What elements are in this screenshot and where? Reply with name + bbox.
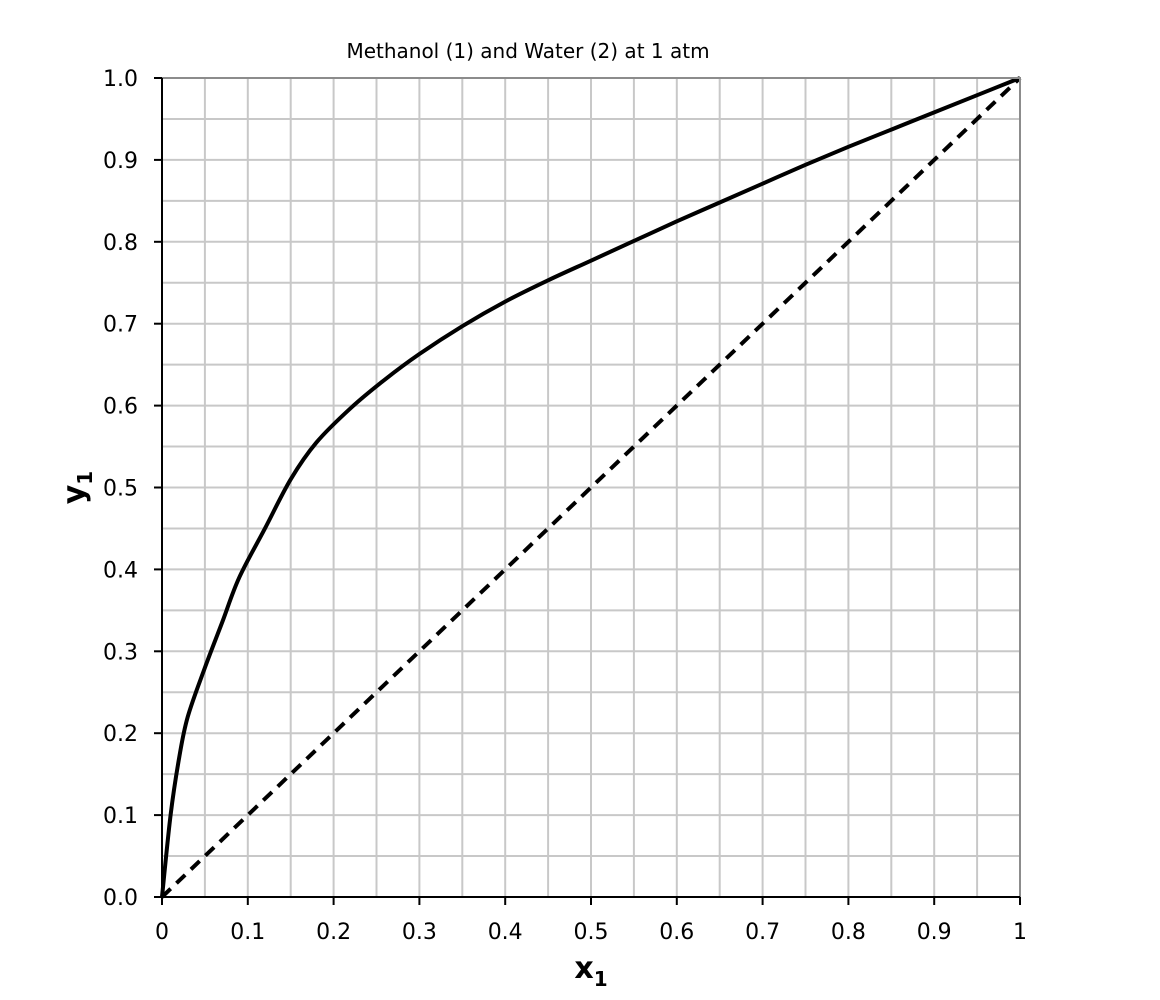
x-tick-label: 0 bbox=[155, 920, 169, 945]
x-tick-label: 1 bbox=[1013, 920, 1027, 945]
y-tick-label: 0.9 bbox=[103, 149, 138, 174]
y-tick-label: 0.8 bbox=[103, 231, 138, 256]
y-tick-label: 0.4 bbox=[103, 558, 138, 583]
x-tick-label: 0.7 bbox=[745, 920, 780, 945]
x-tick-label: 0.3 bbox=[402, 920, 437, 945]
axes: 0 0.1 0.2 0.3 0.4 0.5 0.6 0.7 0.8 0.9 1 0.0 0.1 0.2 0.… bbox=[103, 67, 1027, 945]
y-tick-label: 1.0 bbox=[103, 67, 138, 92]
x-tick-label: 0.5 bbox=[574, 920, 609, 945]
x-tick-label: 0.9 bbox=[917, 920, 952, 945]
labels: x1 y1 bbox=[57, 471, 608, 991]
x-tick-label: 0.1 bbox=[230, 920, 265, 945]
y-axis-label: y1 bbox=[57, 471, 97, 504]
y-tick-label: 0.5 bbox=[103, 477, 138, 502]
x-tick-label: 0.6 bbox=[659, 920, 694, 945]
grid bbox=[162, 78, 1020, 897]
y-tick-label: 0.3 bbox=[103, 640, 138, 665]
equilibrium-curve bbox=[160, 76, 1021, 898]
x-tick-label: 0.8 bbox=[831, 920, 866, 945]
y-tick-label: 0.6 bbox=[103, 395, 138, 420]
y-tick-label: 0.1 bbox=[103, 804, 138, 829]
y-tick-label: 0.7 bbox=[103, 313, 138, 338]
y-tick-label: 0.0 bbox=[103, 886, 138, 911]
y-tick-label: 0.2 bbox=[103, 722, 138, 747]
x-axis-label: x1 bbox=[574, 951, 607, 991]
diagonal-reference-line bbox=[160, 76, 1022, 899]
chart-title: Methanol (1) and Water (2) at 1 atm bbox=[346, 39, 709, 63]
x-tick-label: 0.2 bbox=[316, 920, 351, 945]
x-tick-label: 0.4 bbox=[488, 920, 523, 945]
series-group bbox=[160, 76, 1022, 899]
